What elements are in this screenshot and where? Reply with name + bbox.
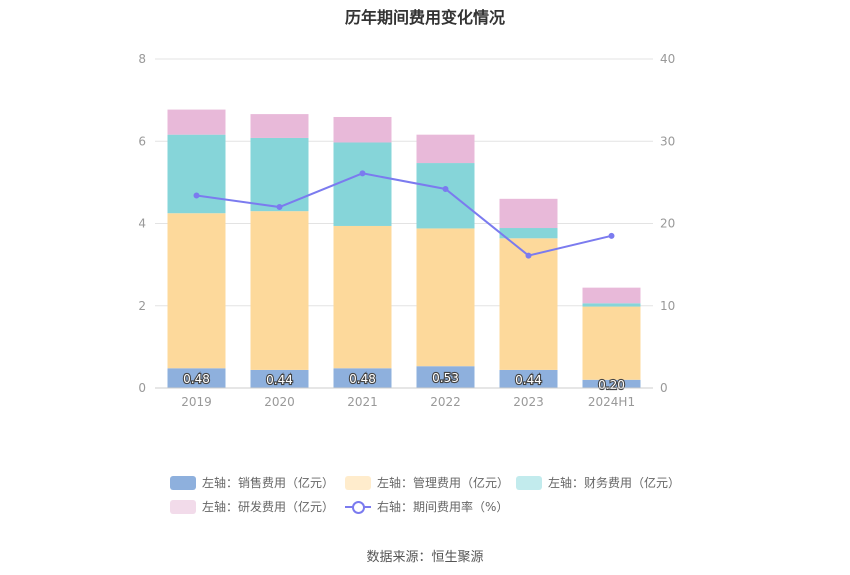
axes: 0 2 4 6 8 0 10 20 30 40 2019 2020 2021 2022 2023 2024H1 <box>138 52 675 409</box>
rate-point <box>525 252 532 259</box>
rate-line <box>193 170 615 259</box>
y-right-tick-label: 30 <box>660 134 675 148</box>
bar-segment-2 <box>416 163 475 229</box>
rate-point <box>442 185 449 192</box>
legend-swatch-sales <box>170 475 196 490</box>
grid-lines <box>155 58 653 307</box>
bar-segment-3 <box>582 287 641 304</box>
y-right-tick-label: 40 <box>660 52 675 66</box>
bar-segment-0 <box>416 366 475 388</box>
chart-title: 历年期间费用变化情况 <box>344 8 505 27</box>
bar-segment-0 <box>333 368 392 388</box>
y-left-tick-label: 8 <box>138 52 146 66</box>
x-tick-label: 2022 <box>430 395 461 409</box>
legend-label-finance: 左轴：财务费用（亿元） <box>548 476 681 490</box>
bar-segment-1 <box>582 306 641 380</box>
x-tick-label: 2020 <box>264 395 295 409</box>
bar-segment-1 <box>416 228 475 367</box>
legend-label-rd: 左轴：研发费用（亿元） <box>202 500 335 514</box>
bar-value-label: 0.53 <box>432 371 459 385</box>
rate-point <box>276 204 283 211</box>
rate-point <box>193 192 200 199</box>
bar-segment-1 <box>167 213 226 369</box>
bar-segment-2 <box>499 228 558 239</box>
bar-value-label: 0.44 <box>515 373 542 387</box>
legend-item-rd[interactable]: 左轴：研发费用（亿元） <box>170 498 334 515</box>
bars <box>167 109 641 388</box>
x-tick-label: 2023 <box>513 395 544 409</box>
legend-item-sales[interactable]: 左轴：销售费用（亿元） <box>170 474 334 491</box>
bar-segment-3 <box>333 116 392 143</box>
y-left-tick-label: 4 <box>138 217 146 231</box>
x-tick-label: 2024H1 <box>588 395 635 409</box>
bar-segment-3 <box>250 114 309 138</box>
y-right-tick-label: 10 <box>660 299 675 313</box>
y-right-tick-label: 20 <box>660 217 675 231</box>
source-note: 数据来源：恒生聚源 <box>366 550 484 565</box>
bar-segment-2 <box>250 137 309 212</box>
legend-item-rate[interactable]: 右轴：期间费用率（%） <box>345 498 508 515</box>
bar-segment-0 <box>582 379 641 388</box>
bar-segment-2 <box>167 134 226 214</box>
bar-value-label: 0.48 <box>349 372 376 386</box>
bar-value-label: 0.48 <box>183 372 210 386</box>
legend-label-admin: 左轴：管理费用（亿元） <box>377 476 510 490</box>
rate-line-path <box>196 172 612 257</box>
legend-swatch-finance <box>516 475 542 490</box>
legend-label-sales: 左轴：销售费用（亿元） <box>202 476 335 490</box>
bar-segment-0 <box>250 369 309 388</box>
rate-point <box>359 170 366 177</box>
legend-swatch-rd <box>170 499 196 514</box>
y-left-tick-label: 0 <box>138 381 146 395</box>
x-tick-label: 2019 <box>181 395 212 409</box>
bar-segment-3 <box>499 198 558 229</box>
legend-item-admin[interactable]: 左轴：管理费用（亿元） <box>345 474 509 491</box>
x-tick-label: 2021 <box>347 395 378 409</box>
bar-segment-1 <box>250 211 309 370</box>
bar-segment-2 <box>582 303 641 307</box>
bar-segment-1 <box>333 225 392 369</box>
bar-segment-3 <box>167 109 226 135</box>
bar-segment-0 <box>167 368 226 388</box>
legend-item-finance[interactable]: 左轴：财务费用（亿元） <box>516 474 680 491</box>
bar-segment-0 <box>499 369 558 388</box>
legend-line-rate-icon <box>345 500 371 514</box>
legend-label-rate: 右轴：期间费用率（%） <box>377 500 509 514</box>
bar-segment-2 <box>333 142 392 226</box>
bar-value-label: 0.20 <box>598 378 625 392</box>
legend-swatch-admin <box>345 475 371 490</box>
rate-point <box>608 232 615 239</box>
bar-segment-1 <box>499 238 558 370</box>
bar-segment-3 <box>416 134 475 164</box>
y-left-tick-label: 2 <box>138 299 146 313</box>
y-left-tick-label: 6 <box>138 134 146 148</box>
y-right-tick-label: 0 <box>660 381 668 395</box>
data-labels: 0.48 0.44 0.48 0.53 0.44 0.20 <box>182 370 626 393</box>
bar-value-label: 0.44 <box>266 373 293 387</box>
